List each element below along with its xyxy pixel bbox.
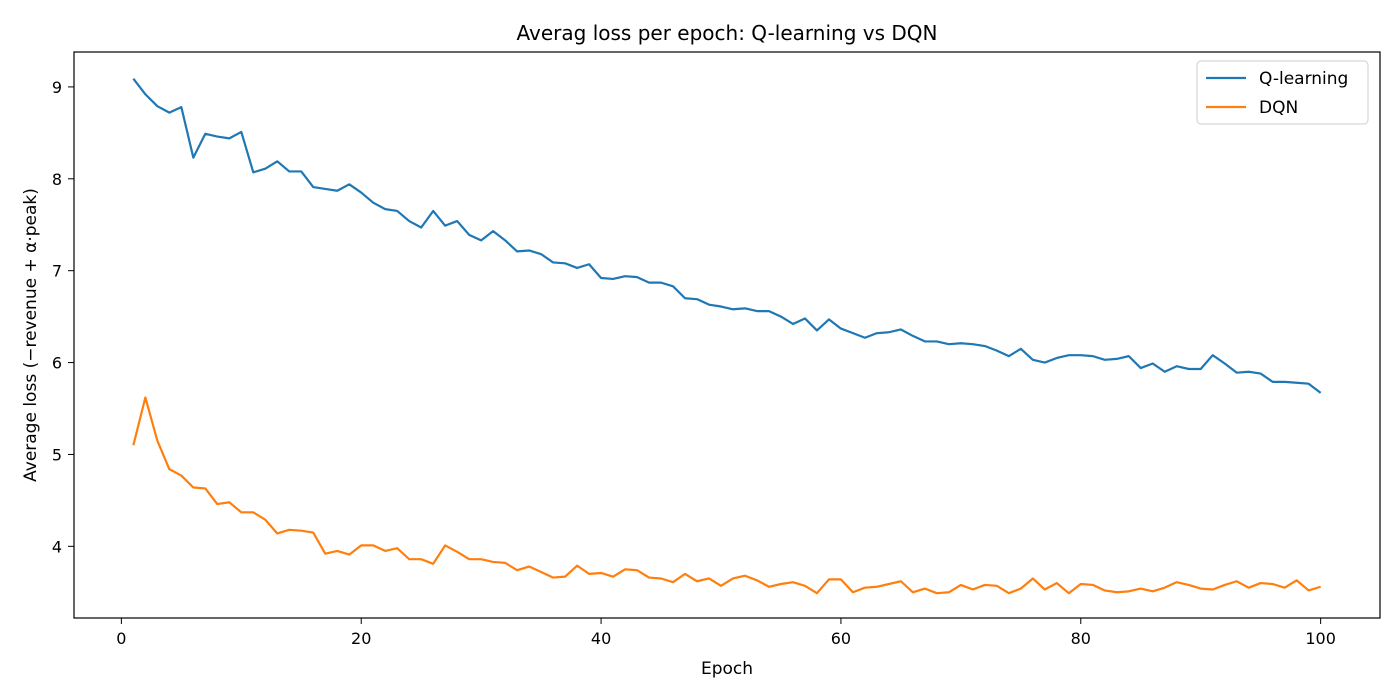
legend-label-q-learning: Q-learning [1259,69,1348,89]
chart-title: Averag loss per epoch: Q-learning vs DQN [517,21,938,45]
y-tick-label: 4 [52,537,62,556]
y-tick-label: 7 [52,262,62,281]
x-axis: 0 20 40 60 80 100 [116,618,1336,648]
y-tick-label: 8 [52,170,62,189]
x-tick-label: 100 [1305,629,1336,648]
series-line-q-learning [132,77,1322,394]
legend-label-dqn: DQN [1259,98,1298,118]
x-tick-label: 60 [831,629,851,648]
x-tick-label: 0 [116,629,126,648]
x-tick-label: 20 [351,629,371,648]
legend-box [1196,60,1369,125]
x-tick-label: 40 [591,629,611,648]
y-tick-label: 6 [52,354,62,373]
x-tick-label: 80 [1071,629,1091,648]
y-tick-label: 5 [52,445,62,464]
series-lines [132,77,1322,595]
y-axis-label: Average loss (−revenue + α·peak) [21,188,41,482]
plot-area-frame [73,51,1381,619]
y-axis: 4 5 6 7 8 9 [52,78,74,556]
x-axis-label: Epoch [701,659,753,679]
legend: Q-learning DQN [1196,60,1369,125]
series-line-dqn [132,396,1321,595]
y-tick-label: 9 [52,78,62,97]
